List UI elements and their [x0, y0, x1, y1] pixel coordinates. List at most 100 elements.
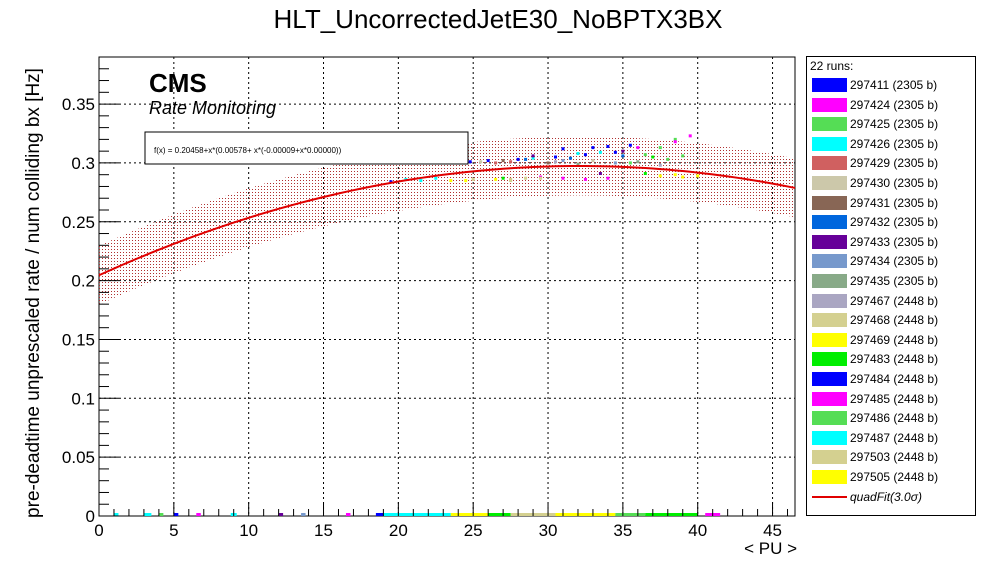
- zero-rate-marker: [488, 513, 511, 516]
- data-point: [471, 177, 475, 181]
- legend-label: 297434 (2305 b): [850, 254, 939, 269]
- data-point: [434, 176, 438, 180]
- y-axis-label: pre-deadtime unprescaled rate / num coll…: [23, 68, 44, 518]
- data-point: [606, 176, 610, 180]
- data-point: [591, 159, 595, 163]
- data-point: [494, 177, 498, 181]
- fit-curve: [98, 165, 796, 277]
- legend-item: 297432 (2305 b): [807, 213, 975, 232]
- x-tick-label: 20: [389, 521, 408, 540]
- data-point: [598, 172, 602, 176]
- data-point: [598, 150, 602, 154]
- data-point: [651, 155, 655, 159]
- legend-label: 297431 (2305 b): [850, 195, 939, 210]
- legend-item: 297435 (2305 b): [807, 272, 975, 291]
- x-tick-label: 45: [763, 521, 782, 540]
- legend-swatch: [812, 470, 847, 484]
- legend-label: 297484 (2448 b): [850, 372, 939, 386]
- zero-rate-marker: [196, 513, 201, 516]
- zero-rate-marker: [555, 513, 616, 516]
- legend-label: 297424 (2305 b): [850, 97, 939, 112]
- y-tick-label: 0.05: [62, 448, 95, 467]
- legend-label: 297433 (2305 b): [850, 234, 939, 249]
- legend-swatch: [812, 313, 847, 328]
- zero-rate-marker: [113, 513, 119, 516]
- legend-swatch: [812, 136, 847, 151]
- data-point: [561, 176, 565, 180]
- legend-swatch: [812, 450, 847, 465]
- data-point: [613, 161, 617, 165]
- zero-rate-marker: [301, 513, 306, 516]
- data-point: [389, 180, 393, 184]
- legend-swatch: [812, 274, 847, 288]
- legend-swatch: [812, 156, 847, 171]
- axis-tick-labels: 0 5 10 15 20 25 30 35 40 45 0 0.05 0.1 0.15 0.2 0.25 0.3…: [62, 95, 782, 540]
- legend-label: 297503 (2448 b): [850, 450, 939, 465]
- legend-label: 297425 (2305 b): [850, 117, 939, 132]
- data-point: [621, 149, 625, 153]
- data-point: [494, 161, 498, 165]
- data-point: [524, 176, 528, 180]
- legend-label: 297505 (2448 b): [850, 470, 939, 484]
- data-point: [688, 134, 692, 138]
- legend-item: 297411 (2305 b): [807, 76, 975, 95]
- data-point: [658, 146, 662, 150]
- zero-rate-marker: [345, 513, 351, 516]
- data-point: [419, 179, 423, 183]
- x-tick-label: 10: [239, 521, 258, 540]
- fit-curve-group: [98, 165, 796, 277]
- fit-formula: f(x) = 0.20458+x*(0.00578+ x*(-0.00009+x…: [154, 146, 342, 155]
- data-point: [673, 137, 677, 141]
- legend-item: 297431 (2305 b): [807, 194, 975, 213]
- y-tick-label: 0.15: [62, 330, 95, 349]
- legend-label: 297468 (2448 b): [850, 313, 939, 328]
- legend-item: 297487 (2448 b): [807, 429, 975, 448]
- legend-item: 297429 (2305 b): [807, 154, 975, 173]
- legend-label: 297430 (2305 b): [850, 176, 939, 190]
- data-point: [628, 161, 632, 165]
- legend-label: 297486 (2448 b): [850, 411, 939, 426]
- legend-swatch: [812, 117, 847, 132]
- legend-item: 297467 (2448 b): [807, 292, 975, 311]
- data-point: [531, 156, 535, 160]
- legend-item: 297468 (2448 b): [807, 311, 975, 330]
- data-point: [524, 157, 528, 161]
- legend-item: 297425 (2305 b): [807, 115, 975, 134]
- data-point: [696, 174, 700, 178]
- data-point: [561, 147, 565, 151]
- axis-ticks: [98, 68, 789, 517]
- cms-sublabel: Rate Monitoring: [149, 98, 276, 118]
- legend-swatch: [812, 411, 847, 426]
- legend-item: 297424 (2305 b): [807, 96, 975, 115]
- data-point: [554, 160, 558, 164]
- legend-swatch: [812, 352, 847, 367]
- legend-item: 297430 (2305 b): [807, 174, 975, 193]
- legend-header: 22 runs:: [810, 59, 854, 73]
- zero-rate-marker: [615, 513, 646, 516]
- legend-swatch: [812, 176, 847, 190]
- x-tick-label: 5: [169, 521, 178, 540]
- x-tick-label: 40: [688, 521, 707, 540]
- legend-swatch: [812, 195, 847, 210]
- legend-swatch: [812, 372, 847, 386]
- legend-swatch: [812, 97, 847, 112]
- legend-label: 297487 (2448 b): [850, 430, 939, 445]
- fit-formula-box: [144, 131, 469, 165]
- legend-fit-line: [812, 495, 847, 498]
- zero-rate-marker: [645, 513, 698, 516]
- zero-rate-marker: [173, 513, 179, 516]
- data-point: [673, 140, 677, 144]
- legend-item: 297484 (2448 b): [807, 370, 975, 389]
- legend-swatch: [812, 430, 847, 445]
- data-point: [658, 163, 662, 167]
- data-point: [561, 159, 565, 163]
- legend-label: 297426 (2305 b): [850, 136, 939, 151]
- x-tick-label: 35: [613, 521, 632, 540]
- x-tick-label: 25: [464, 521, 483, 540]
- legend-item: 297483 (2448 b): [807, 350, 975, 369]
- legend-item: 297426 (2305 b): [807, 135, 975, 154]
- legend-label: 297467 (2448 b): [850, 293, 939, 308]
- data-point: [628, 143, 632, 147]
- legend-swatch: [812, 391, 847, 406]
